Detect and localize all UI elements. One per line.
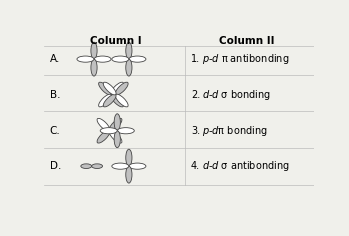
Ellipse shape (111, 94, 124, 107)
Ellipse shape (117, 128, 134, 134)
Ellipse shape (109, 118, 122, 131)
Ellipse shape (112, 163, 129, 169)
Ellipse shape (94, 56, 111, 62)
Text: 3.: 3. (191, 126, 200, 136)
Text: C.: C. (50, 126, 61, 136)
Ellipse shape (112, 56, 129, 62)
Text: $\it{d}$-$\it{d}$ σ antibonding: $\it{d}$-$\it{d}$ σ antibonding (202, 159, 289, 173)
Text: 2.: 2. (191, 89, 200, 100)
Ellipse shape (81, 164, 92, 169)
Ellipse shape (97, 130, 110, 143)
Ellipse shape (129, 56, 146, 62)
Ellipse shape (99, 82, 111, 95)
Ellipse shape (115, 82, 128, 95)
Text: B.: B. (50, 89, 60, 100)
Ellipse shape (97, 118, 110, 131)
Ellipse shape (103, 82, 116, 95)
Ellipse shape (126, 166, 132, 183)
Text: $\it{d}$-$\it{d}$ σ bonding: $\it{d}$-$\it{d}$ σ bonding (202, 88, 271, 101)
Ellipse shape (126, 42, 132, 59)
Text: D.: D. (50, 161, 61, 171)
Ellipse shape (111, 82, 124, 95)
Text: A.: A. (50, 54, 60, 64)
Ellipse shape (91, 59, 97, 76)
Ellipse shape (99, 94, 111, 107)
Text: Column I: Column I (90, 36, 141, 46)
Text: $\it{p}$-$\it{d}$π bonding: $\it{p}$-$\it{d}$π bonding (202, 124, 267, 138)
Ellipse shape (126, 59, 132, 76)
Text: Column II: Column II (219, 36, 274, 46)
Ellipse shape (100, 128, 117, 134)
Text: 1.: 1. (191, 54, 200, 64)
Ellipse shape (114, 131, 120, 148)
Ellipse shape (114, 114, 120, 131)
Ellipse shape (92, 164, 103, 169)
Text: $\it{p}$-$\it{d}$ π antibonding: $\it{p}$-$\it{d}$ π antibonding (202, 52, 289, 66)
Ellipse shape (129, 163, 146, 169)
Text: 4.: 4. (191, 161, 200, 171)
Ellipse shape (103, 94, 116, 107)
Ellipse shape (77, 56, 94, 62)
Ellipse shape (126, 149, 132, 166)
Ellipse shape (115, 94, 128, 107)
Ellipse shape (91, 42, 97, 59)
Ellipse shape (109, 130, 122, 143)
